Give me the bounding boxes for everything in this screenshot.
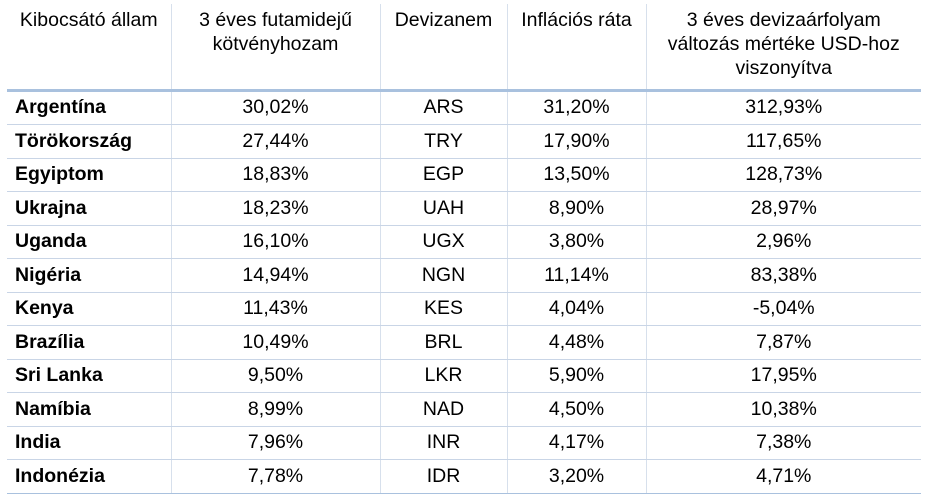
cell-inflation-rate: 4,04% bbox=[506, 292, 646, 326]
header-bond-yield: 3 éves futamidejű kötvényhozam bbox=[170, 4, 380, 92]
cell-bond-yield: 7,96% bbox=[170, 426, 380, 460]
cell-inflation-rate: 11,14% bbox=[506, 258, 646, 293]
table-row: Namíbia 8,99% NAD 4,50% 10,38% bbox=[7, 392, 921, 427]
cell-inflation-rate: 5,90% bbox=[506, 359, 646, 393]
table-row: Argentína 30,02% ARS 31,20% 312,93% bbox=[7, 90, 921, 125]
cell-issuer-state: Uganda bbox=[7, 225, 171, 259]
cell-currency: UGX bbox=[379, 225, 507, 259]
cell-fx-change: 83,38% bbox=[645, 258, 921, 293]
header-row: Kibocsátó állam 3 éves futamidejű kötvén… bbox=[7, 4, 921, 92]
cell-bond-yield: 10,49% bbox=[170, 325, 380, 360]
cell-currency: NAD bbox=[379, 392, 507, 427]
cell-issuer-state: Egyiptom bbox=[7, 158, 171, 192]
cell-issuer-state: Argentína bbox=[7, 90, 171, 125]
cell-inflation-rate: 4,17% bbox=[506, 426, 646, 460]
cell-bond-yield: 11,43% bbox=[170, 292, 380, 326]
table-row: Ukrajna 18,23% UAH 8,90% 28,97% bbox=[7, 191, 921, 226]
cell-issuer-state: Brazília bbox=[7, 325, 171, 360]
cell-bond-yield: 18,23% bbox=[170, 191, 380, 226]
table-row: Sri Lanka 9,50% LKR 5,90% 17,95% bbox=[7, 359, 921, 393]
table-row: India 7,96% INR 4,17% 7,38% bbox=[7, 426, 921, 460]
header-issuer-state: Kibocsátó állam bbox=[7, 4, 171, 92]
cell-fx-change: 128,73% bbox=[645, 158, 921, 192]
table-row: Kenya 11,43% KES 4,04% -5,04% bbox=[7, 292, 921, 326]
cell-currency: NGN bbox=[379, 258, 507, 293]
cell-inflation-rate: 31,20% bbox=[506, 90, 646, 125]
cell-fx-change: 7,87% bbox=[645, 325, 921, 360]
cell-currency: TRY bbox=[379, 124, 507, 159]
cell-inflation-rate: 3,80% bbox=[506, 225, 646, 259]
bond-yield-table: Kibocsátó állam 3 éves futamidejű kötvén… bbox=[7, 4, 921, 494]
cell-inflation-rate: 8,90% bbox=[506, 191, 646, 226]
cell-fx-change: 312,93% bbox=[645, 90, 921, 125]
cell-inflation-rate: 17,90% bbox=[506, 124, 646, 159]
cell-bond-yield: 14,94% bbox=[170, 258, 380, 293]
cell-fx-change: 28,97% bbox=[645, 191, 921, 226]
cell-bond-yield: 30,02% bbox=[170, 90, 380, 125]
cell-inflation-rate: 4,50% bbox=[506, 392, 646, 427]
header-inflation-rate: Inflációs ráta bbox=[506, 4, 646, 92]
header-currency: Devizanem bbox=[379, 4, 507, 92]
cell-issuer-state: Nigéria bbox=[7, 258, 171, 293]
cell-issuer-state: Törökország bbox=[7, 124, 171, 159]
cell-inflation-rate: 4,48% bbox=[506, 325, 646, 360]
cell-bond-yield: 8,99% bbox=[170, 392, 380, 427]
cell-currency: INR bbox=[379, 426, 507, 460]
cell-issuer-state: Sri Lanka bbox=[7, 359, 171, 393]
table-body: Argentína 30,02% ARS 31,20% 312,93% Törökorsz… bbox=[7, 90, 921, 494]
cell-issuer-state: Namíbia bbox=[7, 392, 171, 427]
cell-bond-yield: 27,44% bbox=[170, 124, 380, 159]
cell-fx-change: 2,96% bbox=[645, 225, 921, 259]
table-row: Törökország 27,44% TRY 17,90% 117,65% bbox=[7, 124, 921, 159]
cell-issuer-state: Ukrajna bbox=[7, 191, 171, 226]
table-row: Nigéria 14,94% NGN 11,14% 83,38% bbox=[7, 258, 921, 293]
cell-fx-change: 17,95% bbox=[645, 359, 921, 393]
cell-fx-change: 7,38% bbox=[645, 426, 921, 460]
cell-currency: KES bbox=[379, 292, 507, 326]
cell-bond-yield: 9,50% bbox=[170, 359, 380, 393]
cell-currency: EGP bbox=[379, 158, 507, 192]
cell-bond-yield: 16,10% bbox=[170, 225, 380, 259]
cell-currency: ARS bbox=[379, 90, 507, 125]
table-row: Uganda 16,10% UGX 3,80% 2,96% bbox=[7, 225, 921, 259]
table-header: Kibocsátó állam 3 éves futamidejű kötvén… bbox=[7, 4, 921, 92]
cell-bond-yield: 18,83% bbox=[170, 158, 380, 192]
cell-issuer-state: India bbox=[7, 426, 171, 460]
cell-currency: LKR bbox=[379, 359, 507, 393]
cell-currency: UAH bbox=[379, 191, 507, 226]
cell-issuer-state: Kenya bbox=[7, 292, 171, 326]
cell-fx-change: 117,65% bbox=[645, 124, 921, 159]
cell-fx-change: -5,04% bbox=[645, 292, 921, 326]
cell-fx-change: 10,38% bbox=[645, 392, 921, 427]
header-fx-change: 3 éves devizaárfolyam változás mértéke U… bbox=[645, 4, 921, 92]
cell-inflation-rate: 13,50% bbox=[506, 158, 646, 192]
table-row: Egyiptom 18,83% EGP 13,50% 128,73% bbox=[7, 158, 921, 192]
cell-currency: BRL bbox=[379, 325, 507, 360]
table-row: Brazília 10,49% BRL 4,48% 7,87% bbox=[7, 325, 921, 360]
